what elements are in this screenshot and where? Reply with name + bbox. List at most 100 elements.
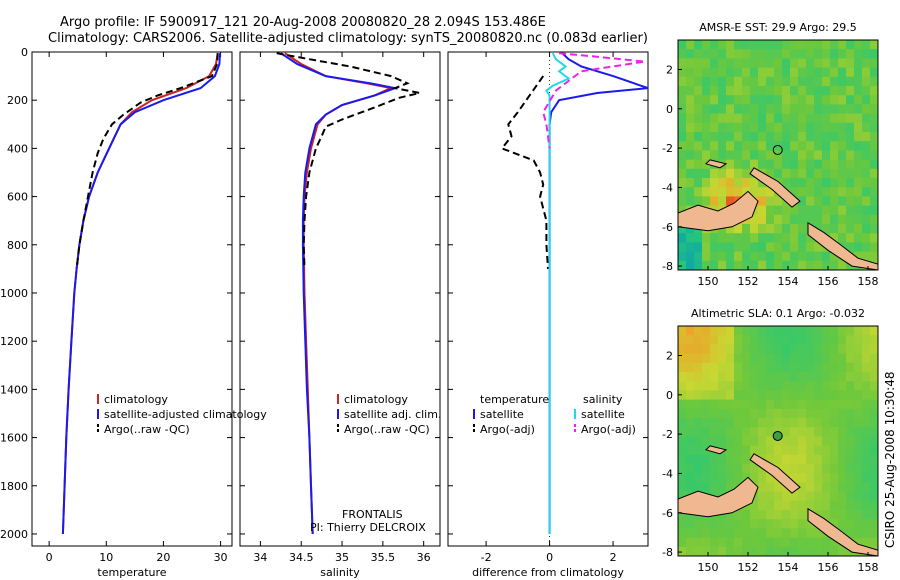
- map-cell: [870, 381, 878, 391]
- map-cell: [782, 353, 791, 364]
- map-cell: [822, 40, 831, 50]
- map-cell: [726, 326, 735, 336]
- map-cell: [854, 67, 863, 78]
- map-cell: [710, 196, 719, 206]
- map-cell: [846, 500, 855, 511]
- map-cell: [726, 251, 735, 262]
- map-cell: [806, 40, 815, 50]
- map-cell: [846, 58, 855, 68]
- map-cell: [798, 122, 807, 133]
- map-cell: [814, 335, 823, 345]
- map-cell: [838, 178, 847, 188]
- map-cell: [694, 399, 703, 410]
- map-cell: [790, 372, 799, 382]
- map-cell: [718, 49, 727, 59]
- map-cell: [814, 58, 823, 68]
- map-cell: [830, 500, 839, 511]
- map-cell: [798, 372, 807, 382]
- map-cell: [830, 95, 839, 105]
- map-cell: [862, 436, 871, 446]
- map-cell: [710, 86, 719, 96]
- map-cell: [734, 141, 743, 151]
- map-cell: [870, 344, 878, 354]
- map-cell: [822, 464, 831, 474]
- map-cell: [806, 159, 815, 170]
- map-cell: [790, 418, 799, 428]
- map-cell: [790, 362, 799, 373]
- map-cell: [678, 196, 687, 206]
- map-cell: [742, 113, 751, 124]
- map-cell: [774, 528, 783, 538]
- map-cell: [726, 418, 735, 428]
- map-cell: [846, 40, 855, 50]
- map-cell: [686, 40, 695, 50]
- map-cell: [766, 251, 775, 262]
- map-cell: [718, 233, 727, 243]
- map-cell: [726, 233, 735, 243]
- map-cell: [774, 353, 783, 364]
- x-axis-label: salinity: [320, 566, 360, 579]
- map-cell: [854, 427, 863, 437]
- x-tick-label: 154: [778, 561, 799, 574]
- map-cell: [782, 510, 791, 520]
- map-cell: [726, 113, 735, 124]
- map-cell: [686, 76, 695, 87]
- map-cell: [814, 473, 823, 483]
- y-tick-label: -8: [662, 546, 673, 559]
- map-cell: [782, 519, 791, 529]
- map-cell: [694, 335, 703, 345]
- map-cell: [854, 519, 863, 529]
- map-cell: [870, 150, 878, 160]
- map-cell: [790, 353, 799, 364]
- map-cell: [814, 381, 823, 391]
- map-cell: [702, 67, 711, 78]
- map-cell: [782, 251, 791, 262]
- x-tick-label: 2: [610, 551, 617, 564]
- map-cell: [678, 491, 687, 502]
- y-tick-label: -6: [662, 221, 673, 234]
- map-cell: [806, 95, 815, 105]
- map-cell: [702, 132, 711, 142]
- map-cell: [678, 251, 687, 262]
- map-cell: [710, 76, 719, 87]
- map-cell: [686, 233, 695, 243]
- map-cell: [758, 546, 767, 556]
- map-cell: [806, 464, 815, 474]
- map-cell: [774, 362, 783, 373]
- map-cell: [790, 150, 799, 160]
- map-cell: [838, 482, 847, 492]
- map-cell: [790, 178, 799, 188]
- map-cell: [814, 150, 823, 160]
- map-cell: [774, 58, 783, 68]
- map-cell: [870, 58, 878, 68]
- map-cell: [694, 445, 703, 456]
- series-line: [61, 53, 219, 535]
- map-cell: [782, 381, 791, 391]
- map-cell: [830, 104, 839, 114]
- map-cell: [694, 546, 703, 556]
- map-cell: [678, 260, 687, 270]
- map-cell: [790, 528, 799, 538]
- map-cell: [750, 335, 759, 345]
- map-cell: [806, 132, 815, 142]
- map-cell: [702, 49, 711, 59]
- map-cell: [702, 187, 711, 197]
- map-cell: [814, 260, 823, 270]
- map-cell: [718, 196, 727, 206]
- map-cell: [718, 454, 727, 465]
- map-cell: [694, 537, 703, 548]
- map-cell: [822, 335, 831, 345]
- map-cell: [718, 537, 727, 548]
- land-mass: [749, 453, 801, 494]
- map-cell: [694, 178, 703, 188]
- map-cell: [678, 113, 687, 124]
- plot-frame: [31, 51, 233, 547]
- map-cell: [710, 372, 719, 382]
- map-cell: [766, 399, 775, 410]
- map-cell: [798, 427, 807, 437]
- map-cell: [758, 335, 767, 345]
- map-cell: [686, 344, 695, 354]
- map-cell: [758, 233, 767, 243]
- map-cell: [750, 132, 759, 142]
